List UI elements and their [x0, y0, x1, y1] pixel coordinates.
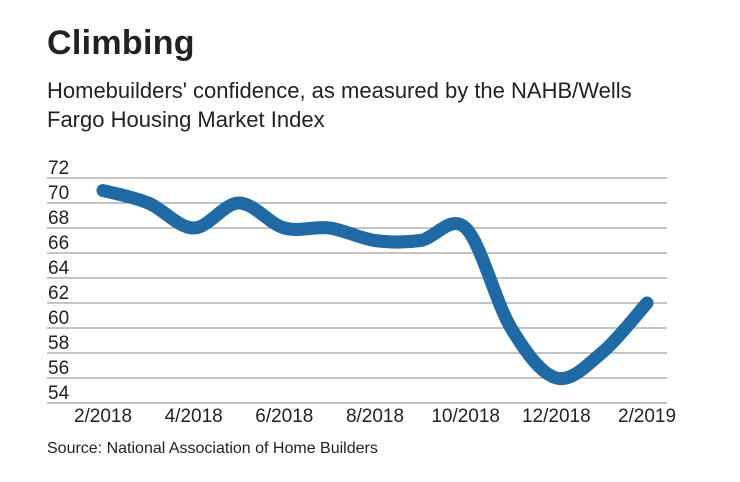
x-tick-label: 10/2018	[431, 406, 500, 427]
y-tick-label: 54	[48, 383, 70, 404]
x-tick-label: 8/2018	[346, 406, 404, 427]
y-tick-label: 66	[48, 233, 69, 254]
source-note: Source: National Association of Home Bui…	[47, 440, 378, 457]
y-tick-label: 58	[48, 333, 69, 354]
y-tick-label: 70	[48, 183, 69, 204]
y-tick-label: 62	[48, 283, 69, 304]
x-tick-label: 12/2018	[522, 406, 591, 427]
chart-subtitle: Homebuilders' confidence, as measured by…	[47, 78, 632, 132]
chart-title: Climbing	[47, 24, 195, 62]
series-line	[96, 184, 654, 386]
y-tick-label: 68	[48, 208, 69, 229]
x-tick-label: 4/2018	[165, 406, 223, 427]
x-tick-label: 2/2019	[618, 406, 676, 427]
y-tick-label: 64	[48, 258, 70, 279]
y-tick-label: 60	[48, 308, 69, 329]
y-tick-label: 56	[48, 358, 69, 379]
y-tick-label: 72	[48, 158, 69, 179]
x-tick-label: 6/2018	[255, 406, 313, 427]
x-tick-label: 2/2018	[74, 406, 132, 427]
